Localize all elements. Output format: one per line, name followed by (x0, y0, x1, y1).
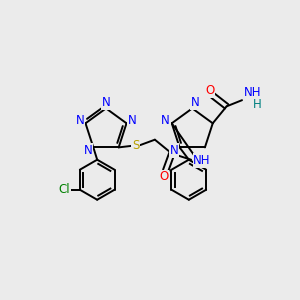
Text: N: N (191, 97, 200, 110)
Text: S: S (132, 139, 139, 152)
Text: N: N (170, 144, 178, 157)
Text: O: O (205, 84, 214, 98)
Text: O: O (160, 170, 169, 183)
Text: NH: NH (244, 85, 261, 99)
Text: N: N (128, 115, 136, 128)
Text: N: N (161, 115, 170, 128)
Text: H: H (253, 98, 262, 110)
Text: N: N (84, 144, 92, 157)
Text: N: N (76, 115, 85, 128)
Text: 2: 2 (254, 98, 260, 107)
Text: Cl: Cl (58, 183, 70, 196)
Text: NH: NH (194, 154, 211, 167)
Text: N: N (102, 97, 110, 110)
